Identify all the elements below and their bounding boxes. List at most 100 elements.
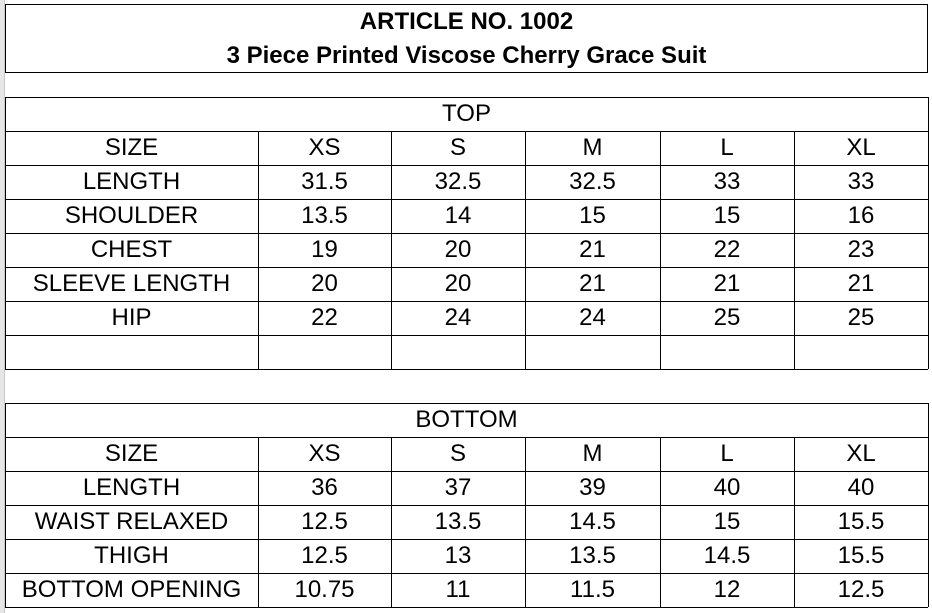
grid-line bbox=[928, 97, 929, 369]
measurement-cell: 12 bbox=[713, 576, 741, 603]
section-heading: TOP bbox=[442, 100, 491, 127]
measurement-cell: 33 bbox=[713, 168, 741, 195]
measurement-cell: 23 bbox=[847, 236, 875, 263]
grid-line bbox=[391, 131, 392, 369]
measurement-cell: 31.5 bbox=[301, 168, 348, 195]
grid-line bbox=[794, 437, 795, 607]
measurement-label: SLEEVE LENGTH bbox=[32, 270, 231, 297]
measurement-cell: 21 bbox=[713, 270, 741, 297]
measurement-cell: 10.75 bbox=[294, 576, 355, 603]
measurement-cell: 12.5 bbox=[837, 576, 885, 603]
measurement-cell: 11 bbox=[445, 576, 471, 603]
measurement-cell: 20 bbox=[444, 270, 472, 297]
measurement-cell: 15.5 bbox=[837, 508, 885, 535]
measurement-cell: 19 bbox=[311, 236, 338, 263]
grid-line bbox=[5, 267, 928, 268]
measurement-label: SHOULDER bbox=[64, 202, 199, 229]
grid-line bbox=[5, 97, 928, 98]
grid-line bbox=[5, 539, 928, 540]
size-label: SIZE bbox=[104, 440, 159, 467]
grid-line bbox=[258, 131, 259, 369]
measurement-cell: 25 bbox=[713, 304, 741, 331]
measurement-label bbox=[5, 335, 258, 369]
measurement-cell: 20 bbox=[311, 270, 338, 297]
measurement-cell: 15 bbox=[713, 202, 741, 229]
grid-line bbox=[5, 437, 928, 438]
measurement-cell: 13.5 bbox=[434, 508, 482, 535]
size-header: XL bbox=[846, 134, 876, 161]
size-header: L bbox=[720, 440, 734, 467]
measurement-cell: 13.5 bbox=[301, 202, 348, 229]
grid-line bbox=[928, 403, 929, 607]
measurement-cell bbox=[794, 335, 928, 369]
grid-line bbox=[5, 607, 928, 608]
measurement-cell: 12.5 bbox=[301, 508, 348, 535]
measurement-cell bbox=[660, 335, 794, 369]
grid-line bbox=[5, 505, 928, 506]
measurement-cell: 15 bbox=[579, 202, 606, 229]
measurement-label: WAIST RELAXED bbox=[34, 508, 229, 535]
grid-line bbox=[5, 369, 928, 370]
measurement-label: THIGH bbox=[94, 542, 169, 569]
measurement-label: LENGTH bbox=[82, 168, 181, 195]
measurement-cell: 22 bbox=[311, 304, 338, 331]
title-block: ARTICLE NO. 1002 3 Piece Printed Viscose… bbox=[5, 4, 928, 73]
measurement-label: CHEST bbox=[90, 236, 173, 263]
grid-line bbox=[660, 437, 661, 607]
measurement-cell: 21 bbox=[579, 236, 606, 263]
grid-line bbox=[5, 131, 928, 132]
measurement-cell: 15.5 bbox=[837, 542, 885, 569]
grid-line bbox=[258, 437, 259, 607]
measurement-label: HIP bbox=[111, 304, 152, 331]
measurement-cell bbox=[525, 335, 660, 369]
size-header: M bbox=[582, 440, 603, 467]
grid-line bbox=[5, 471, 928, 472]
grid-line bbox=[5, 403, 6, 607]
measurement-cell: 25 bbox=[847, 304, 875, 331]
size-header: XS bbox=[308, 440, 341, 467]
measurement-cell: 12.5 bbox=[301, 542, 348, 569]
measurement-cell: 33 bbox=[847, 168, 875, 195]
grid-line bbox=[5, 97, 6, 369]
measurement-cell: 14.5 bbox=[703, 542, 751, 569]
measurement-cell: 36 bbox=[311, 474, 338, 501]
product-name: 3 Piece Printed Viscose Cherry Grace Sui… bbox=[226, 41, 707, 69]
measurement-label: BOTTOM OPENING bbox=[21, 576, 242, 603]
size-header: L bbox=[720, 134, 734, 161]
measurement-cell: 24 bbox=[444, 304, 472, 331]
measurement-cell: 21 bbox=[579, 270, 606, 297]
measurement-cell: 39 bbox=[579, 474, 606, 501]
grid-line bbox=[5, 165, 928, 166]
measurement-cell: 24 bbox=[579, 304, 606, 331]
measurement-cell: 14 bbox=[444, 202, 472, 229]
measurement-cell bbox=[391, 335, 525, 369]
measurement-cell: 32.5 bbox=[569, 168, 616, 195]
measurement-cell: 22 bbox=[713, 236, 741, 263]
measurement-cell: 13.5 bbox=[569, 542, 616, 569]
grid-line bbox=[5, 335, 928, 336]
size-header: S bbox=[449, 134, 466, 161]
grid-line bbox=[5, 301, 928, 302]
grid-line bbox=[525, 437, 526, 607]
grid-line bbox=[391, 437, 392, 607]
measurement-cell: 20 bbox=[444, 236, 472, 263]
measurement-cell: 40 bbox=[713, 474, 741, 501]
measurement-cell bbox=[258, 335, 391, 369]
grid-line bbox=[5, 403, 928, 404]
grid-line bbox=[5, 233, 928, 234]
size-header: XS bbox=[308, 134, 341, 161]
size-label: SIZE bbox=[104, 134, 159, 161]
measurement-cell: 21 bbox=[847, 270, 875, 297]
row-header-gutter bbox=[0, 0, 5, 613]
grid-line bbox=[660, 131, 661, 369]
measurement-cell: 15 bbox=[713, 508, 741, 535]
grid-line bbox=[794, 131, 795, 369]
measurement-cell: 14.5 bbox=[569, 508, 616, 535]
measurement-cell: 40 bbox=[847, 474, 875, 501]
section-heading: BOTTOM bbox=[415, 406, 518, 433]
grid-line bbox=[525, 131, 526, 369]
measurement-cell: 32.5 bbox=[434, 168, 482, 195]
measurement-label: LENGTH bbox=[82, 474, 181, 501]
article-number: ARTICLE NO. 1002 bbox=[359, 7, 574, 35]
measurement-cell: 13 bbox=[444, 542, 472, 569]
